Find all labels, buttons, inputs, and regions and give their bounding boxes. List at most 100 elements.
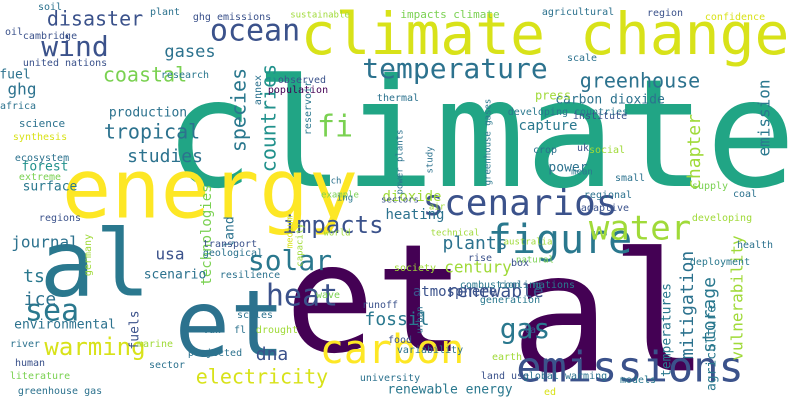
word-rise: rise: [468, 253, 492, 264]
word-land: land: [223, 216, 238, 247]
word-warming: warming: [44, 333, 145, 361]
word-river: river: [10, 339, 40, 350]
word-climate-change: climate change: [301, 0, 790, 68]
word-scales: scales: [237, 310, 273, 321]
word-production: production: [109, 106, 187, 121]
word-energy: energy: [62, 142, 358, 237]
word-science: science: [19, 117, 65, 130]
word-medium: medium: [286, 216, 296, 249]
word-ecosystem: ecosystem: [15, 153, 69, 164]
word-century: century: [444, 258, 512, 277]
word-ghg: ghg: [8, 80, 37, 99]
word-power-plants: power plants: [396, 129, 406, 194]
word-heat: heat: [266, 279, 338, 314]
word-observed: observed: [278, 75, 326, 86]
word-ch: ch: [331, 177, 342, 187]
word-greenhouse: greenhouse: [580, 69, 700, 93]
word-coastal: coastal: [103, 63, 187, 87]
word-impacts-climate: impacts climate: [400, 8, 499, 21]
word-ing: ing: [337, 194, 353, 204]
word-earth: earth: [492, 352, 522, 363]
word-regions: regions: [39, 213, 81, 224]
word-institute: institute: [573, 111, 627, 122]
word-sea: sea: [25, 294, 79, 329]
word-agriculture: agriculture: [705, 305, 720, 391]
word-population: population: [268, 85, 328, 96]
word-al: al: [511, 217, 710, 405]
word-figure: figure: [488, 217, 633, 263]
word-resilience: resilience: [220, 270, 280, 281]
word-sustainable: sustainable: [290, 11, 350, 21]
word-tropical: tropical: [104, 120, 200, 144]
word-disaster: disaster: [47, 7, 143, 31]
word-surface: surface: [23, 180, 78, 195]
word-mean: mean: [571, 168, 593, 178]
word-power: power: [548, 161, 587, 176]
word-supply: supply: [692, 181, 728, 192]
word-greenhouse-gases: greenhouse gases: [484, 99, 494, 186]
word-press: press: [535, 89, 571, 103]
word-small: small: [615, 173, 645, 184]
word-et: et: [285, 213, 466, 387]
word-ed: ed: [544, 387, 556, 398]
word-germany: germany: [83, 234, 94, 276]
word-water: water: [589, 209, 691, 249]
word-wave: wave: [316, 290, 340, 301]
word-journal: journal: [11, 233, 78, 252]
word-example: example: [321, 191, 359, 201]
word-temperature: temperature: [362, 52, 547, 85]
word-emission: emission: [755, 79, 774, 156]
word-regional: regional: [584, 190, 632, 201]
word-runoff: runoff: [362, 300, 398, 311]
word-countries: countries: [257, 64, 281, 172]
word-capacity: capacity: [296, 223, 306, 267]
word-scenarios: scenarios: [422, 183, 617, 224]
word-van: van: [203, 325, 221, 336]
word-confidence: confidence: [705, 12, 765, 23]
word-plant: plant: [150, 7, 180, 18]
word-combustion: combustion: [460, 280, 520, 291]
word-impacts: impacts: [282, 211, 383, 239]
word-research: research: [161, 70, 209, 81]
word-land-use: land use: [481, 371, 529, 382]
word-variability: variability: [397, 345, 463, 356]
word-society: society: [394, 263, 436, 274]
word-crop: crop: [533, 145, 557, 156]
word-solar: solar: [248, 244, 332, 277]
word-renewable-energy: renewable energy: [387, 383, 512, 398]
word-sector: sector: [149, 360, 185, 371]
word-soil: soil: [38, 2, 62, 13]
word-electricity: electricity: [196, 365, 328, 389]
word-fuels: fuels: [128, 310, 143, 349]
word-university: university: [360, 373, 420, 384]
word-oil: oil: [5, 27, 23, 38]
word-studies: studies: [127, 146, 203, 167]
word-models: models: [620, 375, 656, 386]
word-ice: ice: [24, 289, 57, 310]
word-health: health: [737, 240, 773, 251]
word-human: human: [15, 358, 45, 369]
word-united-nations: united nations: [23, 58, 107, 69]
word-usa: usa: [156, 245, 185, 264]
word-dna: dna: [256, 344, 289, 365]
word-environmental: environmental: [14, 318, 116, 333]
word-uk: uk: [577, 143, 589, 154]
word-al: al: [40, 210, 151, 317]
word-climate: climate: [164, 48, 790, 222]
word-emissions: emissions: [516, 343, 744, 392]
word-atmosphere: atmosphere: [413, 284, 497, 300]
word-extreme: extreme: [19, 172, 61, 183]
word-gas: gas: [500, 312, 551, 345]
word-scenario: scenario: [144, 268, 207, 283]
word-wind: wind: [41, 30, 108, 63]
word-air: air: [429, 203, 446, 213]
word-dioxide: dioxide: [382, 189, 441, 205]
word-fl: fl: [234, 325, 246, 336]
word-heating: heating: [385, 207, 444, 223]
word-thermal: thermal: [377, 93, 419, 104]
word-annex: annex: [253, 75, 264, 105]
word-ghg-emissions: ghg emissions: [193, 12, 271, 23]
word-la: la: [524, 325, 536, 336]
word-carbon: carbon: [320, 327, 465, 373]
